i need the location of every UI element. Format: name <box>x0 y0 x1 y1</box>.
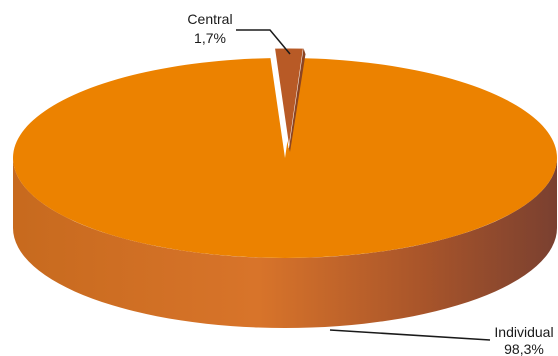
leader-line-individual <box>329 329 491 341</box>
slice-individual <box>12 58 557 258</box>
label-central-name: Central <box>187 11 232 27</box>
slice-central <box>273 47 305 149</box>
slice-central-side <box>289 48 306 152</box>
slice-individual-side <box>13 158 557 328</box>
label-individual-name: Individual <box>494 324 553 340</box>
label-individual-value: 98,3% <box>504 341 544 356</box>
label-central-value: 1,7% <box>194 30 226 46</box>
leader-line-central <box>236 29 291 55</box>
